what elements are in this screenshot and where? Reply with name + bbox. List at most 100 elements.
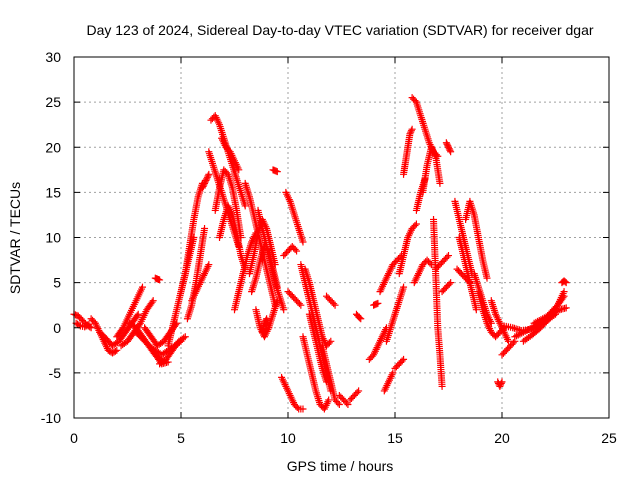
data-point-marker	[408, 125, 416, 133]
data-point-marker	[205, 261, 213, 269]
data-point-marker	[357, 315, 365, 323]
series-arc-30	[269, 166, 281, 176]
series-arc-56	[430, 215, 446, 390]
data-point-marker	[84, 321, 92, 329]
data-point-marker	[111, 347, 119, 355]
data-point-marker	[443, 253, 451, 261]
data-point-marker	[113, 346, 121, 354]
data-point-marker	[330, 300, 338, 308]
data-point-marker	[554, 307, 562, 315]
grid-lines	[74, 57, 609, 418]
data-point-marker	[444, 142, 452, 150]
data-point-marker	[412, 220, 420, 228]
data-point-marker	[443, 140, 451, 148]
data-point-marker	[205, 170, 213, 178]
series-arc-49	[391, 355, 408, 372]
data-point-marker	[325, 339, 333, 347]
data-point-marker	[344, 400, 352, 408]
data-point-marker	[447, 148, 455, 156]
series-arc-22	[218, 134, 243, 174]
data-point-marker	[562, 279, 570, 287]
series-arc-72	[530, 304, 570, 327]
data-point-marker	[241, 202, 249, 210]
series-arc-38	[305, 310, 331, 386]
data-point-marker	[497, 379, 505, 387]
data-point-marker	[293, 403, 301, 411]
series-arc-17	[198, 170, 213, 192]
data-point-marker	[203, 173, 211, 181]
data-point-marker	[203, 175, 211, 183]
data-point-marker	[497, 381, 505, 389]
y-axis-label: SDTVAR / TECUs	[7, 182, 23, 294]
data-point-marker	[202, 176, 210, 184]
series-arc-51	[400, 125, 416, 178]
data-point-marker	[342, 399, 350, 407]
y-tick-label: 5	[53, 275, 61, 291]
series-arc-34	[284, 288, 305, 309]
series-arc-02	[72, 319, 93, 331]
data-point-marker	[438, 382, 446, 390]
series-arc-42	[346, 387, 363, 404]
series-arc-48	[382, 283, 408, 345]
series-arc-58	[442, 139, 455, 156]
data-point-marker	[299, 238, 307, 246]
series-arc-36	[299, 333, 333, 413]
data-point-marker	[297, 301, 305, 309]
series-arc-12	[156, 333, 189, 368]
data-point-marker	[199, 182, 207, 190]
data-point-marker	[447, 279, 455, 287]
data-point-marker	[389, 369, 397, 377]
x-axis-label: GPS time / hours	[287, 458, 394, 474]
x-tick-label: 0	[70, 430, 78, 446]
series-arc-05	[113, 283, 146, 341]
data-point-marker	[353, 388, 361, 396]
data-point-marker	[291, 246, 299, 254]
series-arc-33	[280, 243, 301, 260]
data-point-marker	[134, 310, 142, 318]
data-point-marker	[201, 224, 209, 232]
series-arc-50	[395, 220, 420, 278]
series-arc-21	[216, 202, 249, 273]
series-arc-59	[438, 279, 455, 296]
data-point-marker	[293, 247, 301, 255]
y-tick-label: 25	[45, 94, 61, 110]
data-point-marker	[407, 128, 415, 136]
series-arc-29	[258, 315, 273, 336]
data-point-marker	[327, 337, 335, 345]
y-tick-label: 30	[45, 49, 61, 65]
data-point-marker	[335, 400, 343, 408]
x-tick-label: 25	[601, 430, 617, 446]
data-point-marker	[466, 279, 474, 287]
x-tick-label: 20	[494, 430, 510, 446]
data-point-marker	[561, 278, 569, 286]
data-point-marker	[400, 355, 408, 363]
series-arc-53	[410, 256, 435, 287]
data-point-marker	[295, 300, 303, 308]
x-tick-label: 5	[177, 430, 185, 446]
series-arc-18	[207, 112, 249, 210]
data-point-marker	[498, 378, 506, 386]
series-arc-45	[365, 324, 390, 363]
data-point-marker	[181, 333, 189, 341]
series-arc-67	[494, 378, 506, 390]
data-point-marker	[201, 178, 209, 186]
data-point-marker	[407, 127, 415, 135]
series-arc-62	[453, 265, 474, 287]
data-point-marker	[442, 139, 450, 147]
data-point-marker	[504, 337, 512, 345]
data-point-marker	[204, 172, 212, 180]
y-tick-label: 20	[45, 139, 61, 155]
data-point-marker	[356, 314, 364, 322]
series-arc-11	[151, 274, 164, 284]
data-point-marker	[85, 320, 93, 328]
data-point-marker	[483, 274, 491, 282]
series-arc-14	[177, 179, 206, 296]
data-point-marker	[273, 168, 281, 176]
data-point-marker	[200, 181, 208, 189]
data-point-marker	[235, 166, 243, 174]
series-arc-57	[432, 252, 452, 273]
data-point-marker	[87, 324, 95, 332]
x-tick-label: 15	[387, 430, 403, 446]
series-arc-52	[408, 94, 442, 160]
